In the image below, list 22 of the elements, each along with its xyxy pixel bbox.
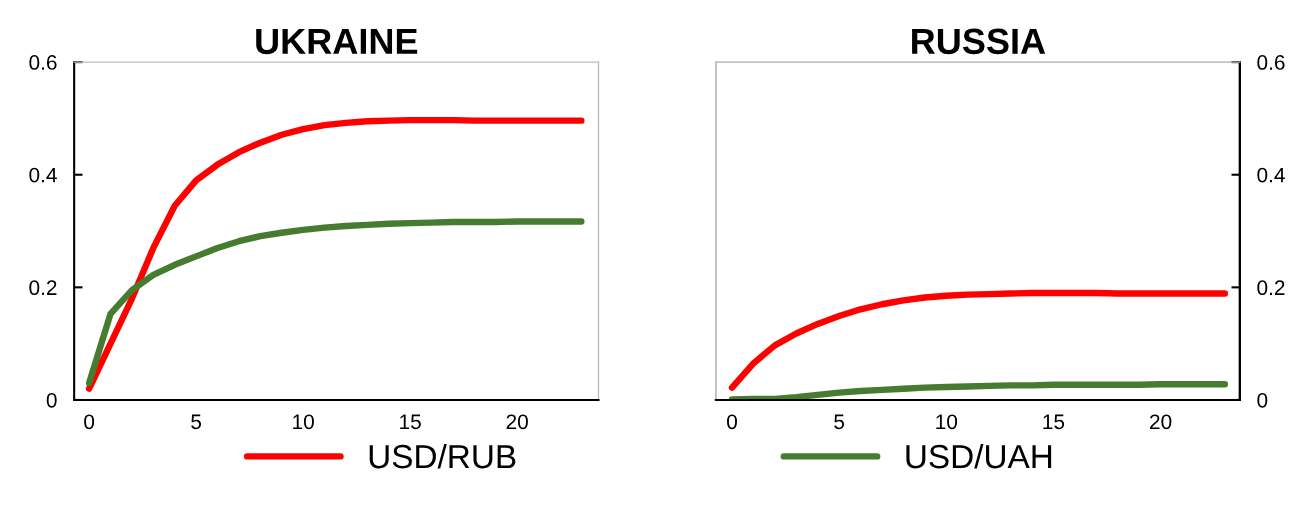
- x-tick-label: 15: [400, 414, 421, 430]
- x-tick-label: 5: [834, 414, 845, 430]
- chart-title: RUSSIA: [912, 28, 1046, 55]
- x-tick-label: 0: [84, 414, 95, 430]
- x-tick-label: 15: [1043, 414, 1065, 430]
- x-tick-label: 20: [506, 414, 528, 430]
- y2-tick-label: 0: [1257, 392, 1268, 408]
- y2-tick-label: 0.4: [1257, 167, 1285, 183]
- y2-tick-label: 0.2: [1257, 280, 1285, 296]
- y-tick-label: 0: [46, 392, 57, 408]
- x-tick-label: 10: [293, 414, 314, 430]
- y-tick-label: 0.2: [29, 280, 57, 296]
- x-tick-label: 20: [1150, 414, 1172, 430]
- x-tick-label: 5: [191, 414, 202, 430]
- chart-title: UKRAINE: [256, 28, 418, 55]
- legend-label: USD/UAH: [906, 443, 1052, 469]
- x-tick-label: 0: [727, 414, 737, 430]
- legend-label: USD/RUB: [369, 443, 516, 469]
- y2-tick-label: 0.6: [1257, 55, 1285, 70]
- y-tick-label: 0.6: [29, 55, 57, 70]
- x-tick-label: 10: [936, 414, 958, 430]
- y-tick-label: 0.4: [29, 167, 57, 183]
